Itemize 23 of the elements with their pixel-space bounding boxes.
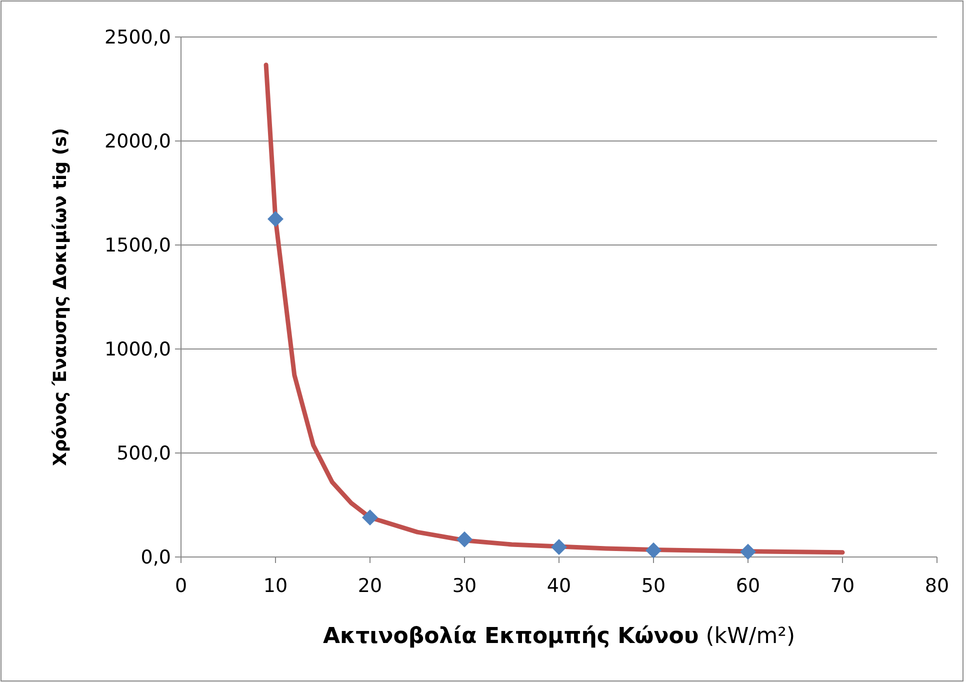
- y-tick-label: 500,0: [116, 442, 171, 465]
- y-tick-label: 2500,0: [104, 26, 171, 49]
- point: [362, 509, 378, 526]
- x-tick-label: 30: [452, 575, 477, 597]
- point: [646, 542, 662, 558]
- x-tick-label: 60: [736, 575, 760, 597]
- x-axis-title: Ακτινοβολία Εκπομπής Κώνου (kW/m²): [322, 624, 796, 649]
- y-tick-label: 2000,0: [104, 130, 171, 153]
- x-tick-label: 50: [641, 575, 666, 597]
- y-tick-label: 0,0: [140, 546, 171, 569]
- x-tick-label: 80: [924, 575, 950, 597]
- point: [740, 544, 756, 560]
- point: [268, 211, 284, 227]
- y-tick-label: 1000,0: [104, 338, 171, 361]
- x-tick-label: 0: [174, 575, 188, 597]
- x-tick-label: 70: [830, 575, 855, 597]
- x-tick-label: 40: [546, 575, 572, 597]
- point: [551, 539, 567, 556]
- y-axis-title: Χρόνος Έναυσης Δοκιμίων tig (s): [50, 128, 71, 466]
- point: [456, 531, 472, 548]
- x-tick-label: 10: [263, 575, 288, 597]
- y-tick-label: 1500,0: [104, 234, 171, 257]
- x-tick-label: 20: [358, 575, 382, 597]
